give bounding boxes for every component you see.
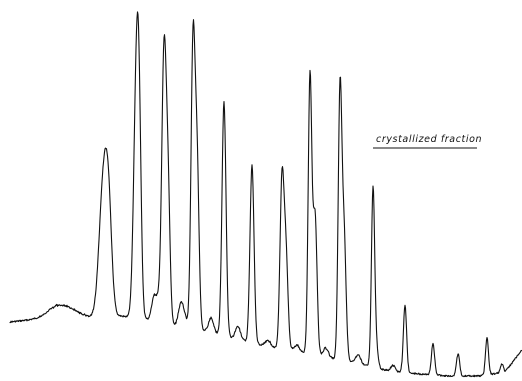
annotation-group: crystallized fraction: [373, 134, 482, 149]
annotation-crystallized-fraction: crystallized fraction: [376, 134, 482, 145]
chromatogram-trace: [9, 11, 522, 378]
